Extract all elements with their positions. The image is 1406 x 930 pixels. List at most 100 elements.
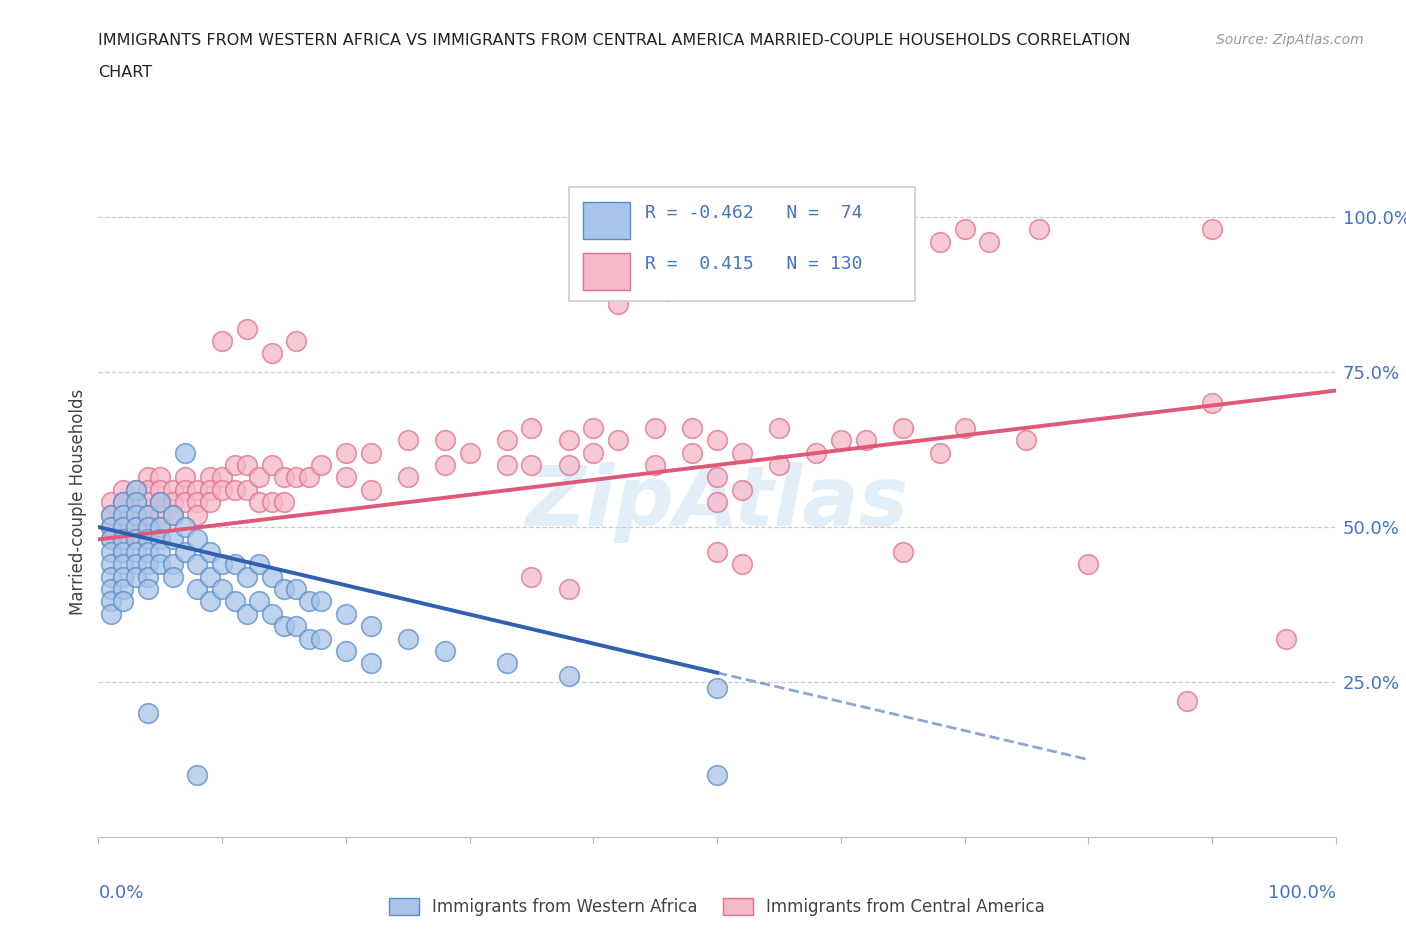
Point [433, 644, 456, 658]
Point [174, 483, 197, 498]
Point [136, 520, 159, 535]
Point [1201, 222, 1223, 237]
Point [706, 470, 728, 485]
Point [224, 557, 246, 572]
Point [644, 458, 666, 472]
Point [100, 520, 122, 535]
Point [136, 483, 159, 498]
Point [520, 458, 543, 472]
Point [186, 767, 208, 782]
Point [396, 432, 419, 447]
Point [681, 445, 703, 460]
Point [100, 507, 122, 522]
Text: ZipAtlas: ZipAtlas [526, 461, 908, 543]
Point [100, 557, 122, 572]
Point [495, 656, 517, 671]
Point [309, 631, 332, 646]
Point [360, 445, 382, 460]
Point [247, 470, 270, 485]
Point [396, 470, 419, 485]
Point [224, 458, 246, 472]
Point [360, 618, 382, 633]
Point [124, 483, 146, 498]
Point [112, 569, 135, 584]
Point [211, 483, 233, 498]
Point [582, 272, 605, 286]
Point [273, 618, 295, 633]
Point [198, 569, 221, 584]
Point [186, 495, 208, 510]
Point [136, 557, 159, 572]
Point [136, 581, 159, 596]
Point [236, 483, 259, 498]
Point [458, 445, 481, 460]
Point [309, 458, 332, 472]
Point [768, 420, 790, 435]
Point [582, 445, 605, 460]
Point [433, 432, 456, 447]
Point [112, 495, 135, 510]
Point [731, 557, 754, 572]
Point [100, 532, 122, 547]
Point [124, 544, 146, 559]
Point [198, 483, 221, 498]
Point [112, 483, 135, 498]
Point [211, 470, 233, 485]
Point [928, 445, 950, 460]
Point [149, 495, 172, 510]
Point [124, 532, 146, 547]
Point [979, 234, 1001, 249]
Point [335, 470, 357, 485]
FancyBboxPatch shape [583, 253, 630, 290]
Point [298, 594, 321, 609]
Point [891, 544, 914, 559]
Point [657, 284, 679, 299]
Point [162, 569, 184, 584]
Point [706, 681, 728, 696]
Point [112, 594, 135, 609]
Text: R = -0.462   N =  74: R = -0.462 N = 74 [645, 204, 863, 221]
Point [112, 544, 135, 559]
Point [136, 470, 159, 485]
Point [186, 532, 208, 547]
Point [706, 767, 728, 782]
Point [1028, 222, 1050, 237]
Point [149, 507, 172, 522]
Point [830, 259, 852, 274]
Point [557, 432, 579, 447]
Point [285, 581, 308, 596]
Point [112, 581, 135, 596]
Point [260, 495, 283, 510]
Point [830, 432, 852, 447]
Point [928, 234, 950, 249]
Point [149, 544, 172, 559]
Point [136, 507, 159, 522]
Point [136, 507, 159, 522]
Point [224, 594, 246, 609]
Point [112, 495, 135, 510]
Point [396, 631, 419, 646]
Point [335, 445, 357, 460]
Point [607, 297, 630, 312]
Point [112, 532, 135, 547]
Point [174, 495, 197, 510]
Point [953, 420, 976, 435]
Point [136, 520, 159, 535]
Point [236, 606, 259, 621]
Point [174, 445, 197, 460]
Point [520, 420, 543, 435]
Point [124, 507, 146, 522]
Point [124, 507, 146, 522]
Point [298, 470, 321, 485]
Point [433, 458, 456, 472]
Point [273, 495, 295, 510]
Point [186, 557, 208, 572]
Point [582, 420, 605, 435]
Point [644, 420, 666, 435]
Point [495, 432, 517, 447]
Point [174, 544, 197, 559]
Point [247, 495, 270, 510]
Point [124, 532, 146, 547]
Point [731, 483, 754, 498]
Point [136, 569, 159, 584]
